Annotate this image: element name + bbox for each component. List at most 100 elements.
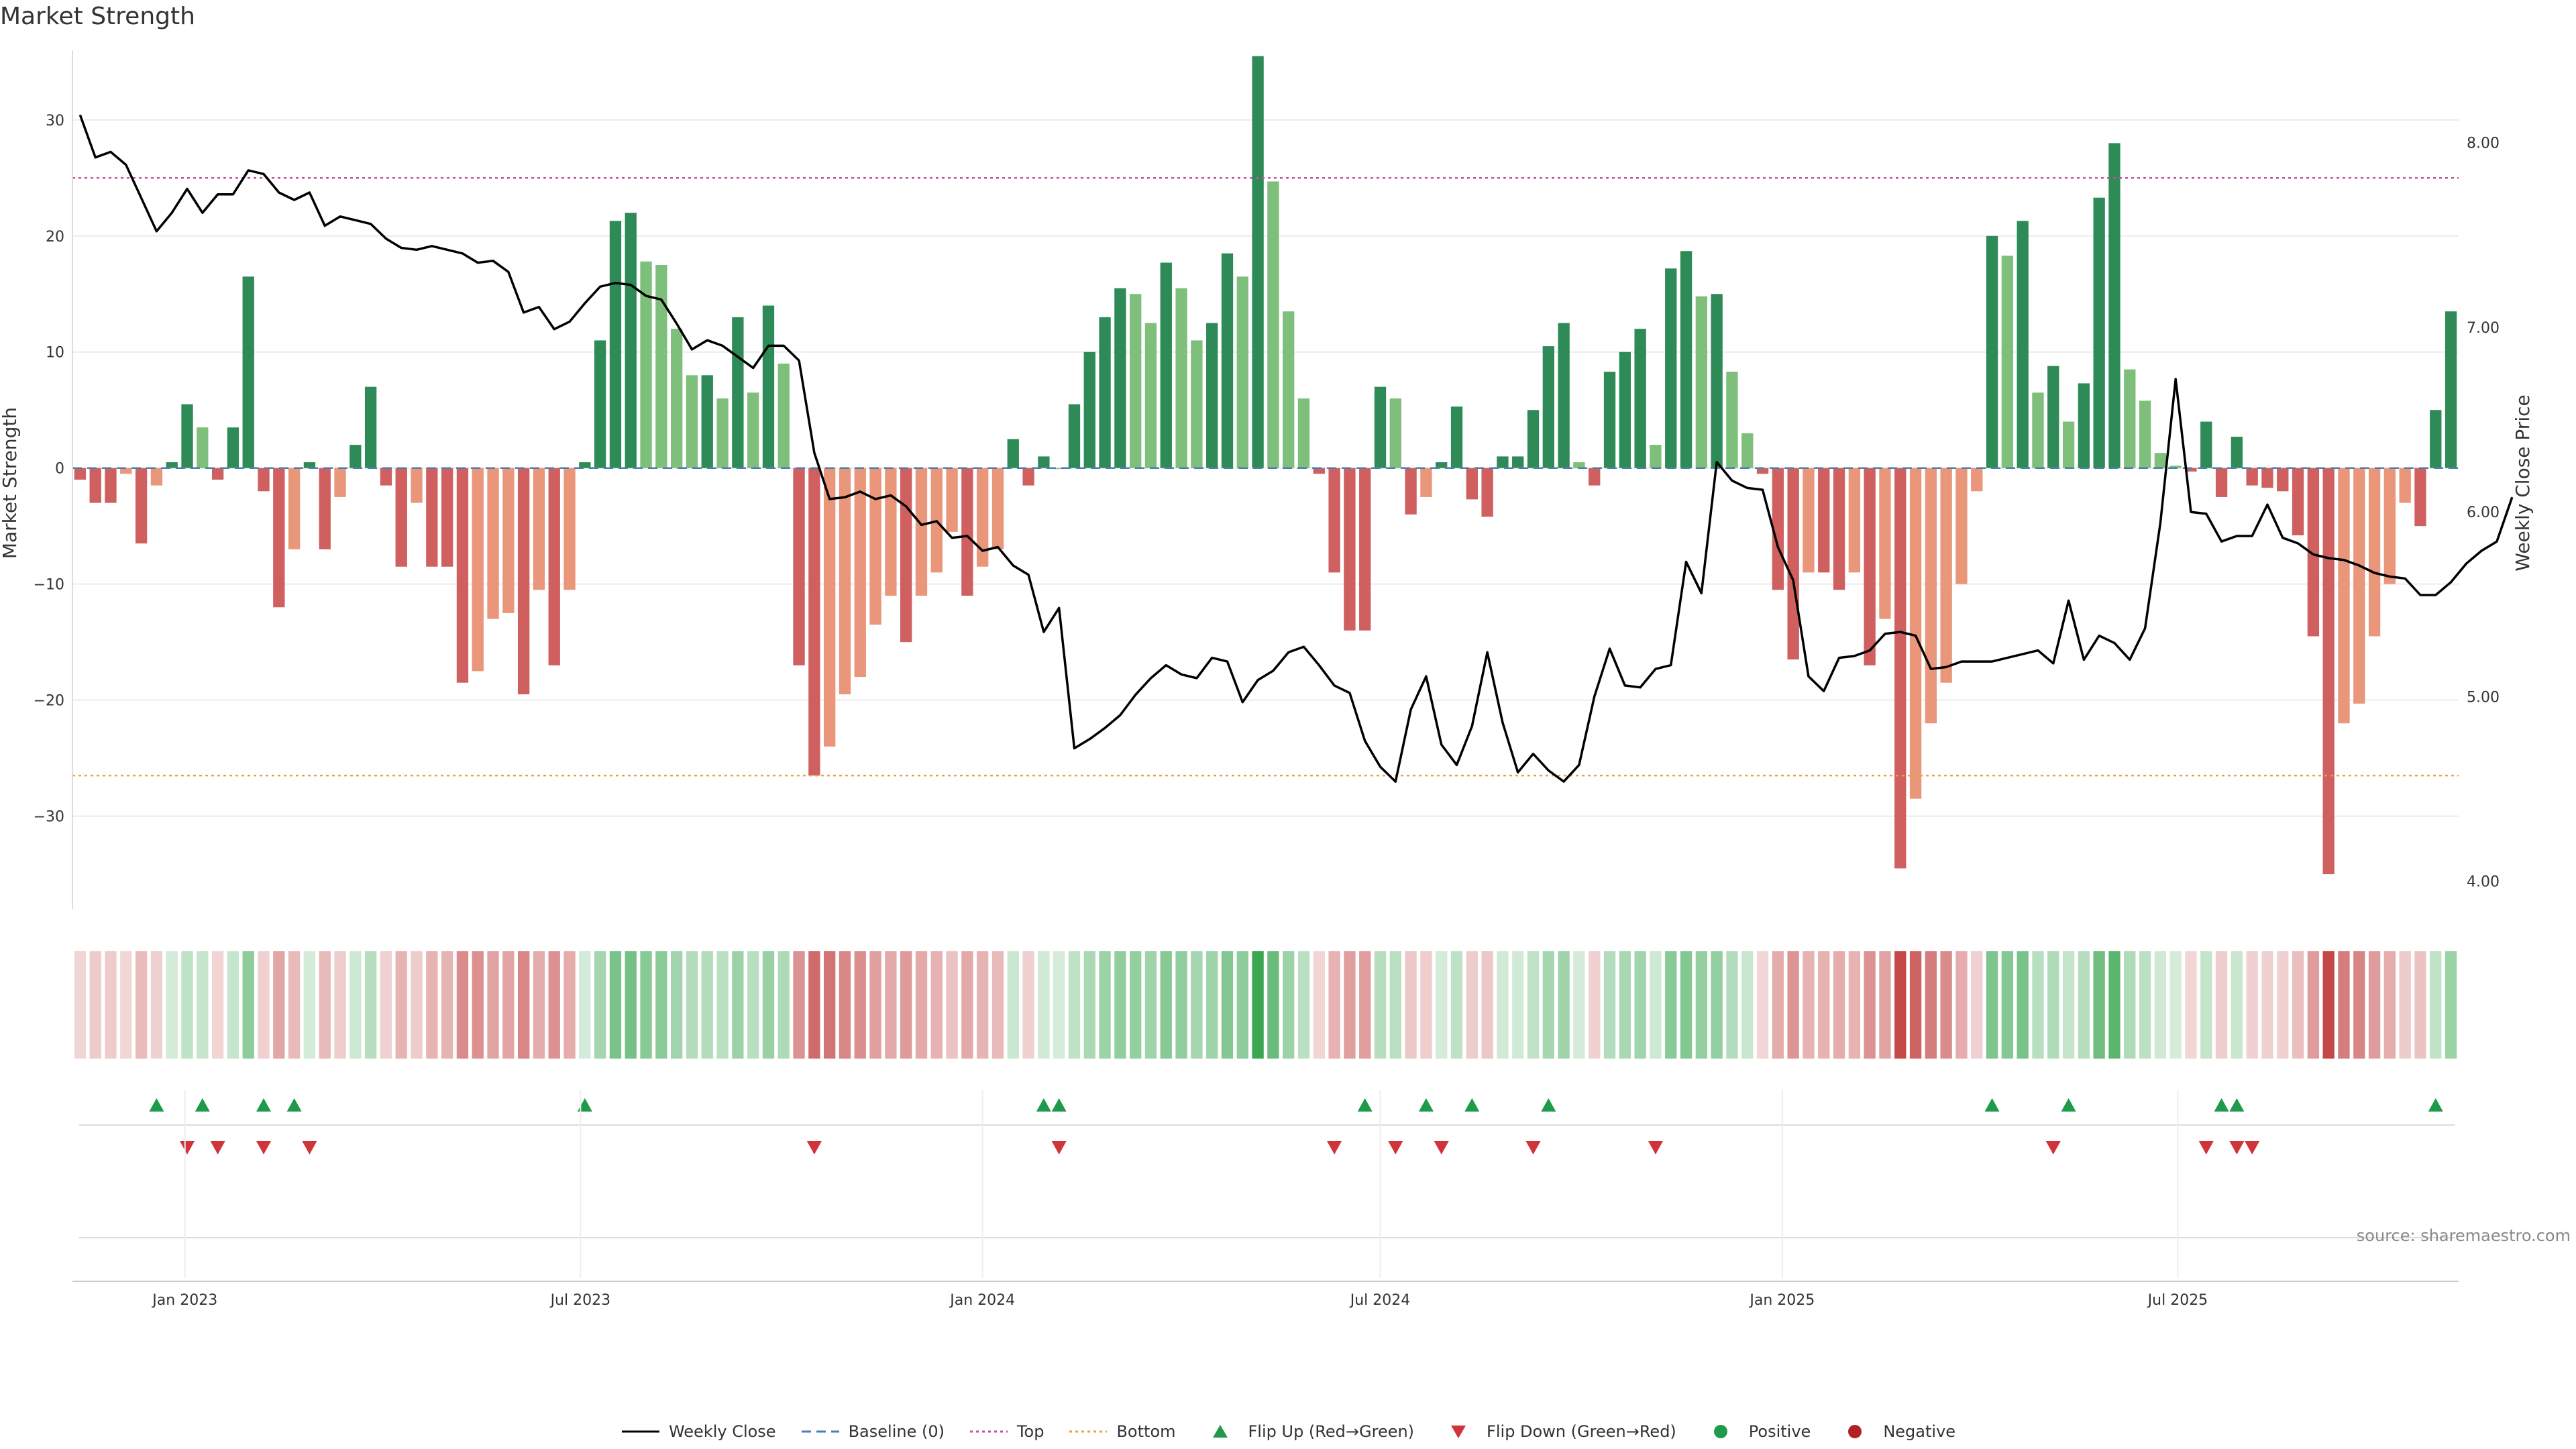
heat-cell	[1022, 951, 1034, 1059]
strength-bar	[2246, 468, 2258, 486]
x-tick-label: Jul 2025	[2147, 1292, 2208, 1309]
strength-bar	[777, 364, 790, 468]
strength-bar	[1083, 352, 1095, 468]
strength-bar	[747, 392, 759, 468]
dashed-line-icon	[801, 1430, 839, 1433]
strength-bar	[1053, 468, 1065, 470]
heat-cell	[2231, 951, 2243, 1059]
heat-cell	[2414, 951, 2426, 1059]
heat-cell	[2445, 951, 2457, 1059]
strength-bar	[350, 445, 362, 468]
legend-label: Flip Up (Red→Green)	[1248, 1422, 1415, 1441]
heat-cell	[1940, 951, 1952, 1059]
flip-down-marker	[2229, 1141, 2245, 1155]
strength-bar	[1022, 468, 1034, 486]
strength-bar	[2399, 468, 2411, 503]
strength-bar	[2307, 468, 2320, 637]
strength-bar	[1971, 468, 1983, 492]
strength-bar	[1099, 317, 1111, 468]
heat-cell	[1971, 951, 1983, 1059]
strength-bar	[1130, 294, 1142, 468]
strength-bar	[701, 375, 713, 468]
strength-bar	[1787, 468, 1799, 660]
heat-cell	[395, 951, 407, 1059]
strength-bar	[1818, 468, 1830, 573]
heat-cell	[2215, 951, 2228, 1059]
strength-bar	[1741, 433, 1754, 468]
y-tick-label: 30	[46, 113, 64, 129]
heat-cell	[319, 951, 331, 1059]
circle-icon	[1713, 1425, 1727, 1438]
heat-cell	[548, 951, 560, 1059]
legend-label: Baseline (0)	[848, 1422, 945, 1441]
heat-cell	[533, 951, 545, 1059]
strength-bar	[1405, 468, 1417, 515]
strength-bar	[2261, 468, 2273, 488]
heat-cell	[2307, 951, 2320, 1059]
heat-cell	[2200, 951, 2212, 1059]
heat-cell	[2032, 951, 2044, 1059]
heat-cell	[1818, 951, 1830, 1059]
heat-cell	[472, 951, 484, 1059]
y-axis-title: Market Strength	[0, 407, 21, 559]
solid-line-icon	[621, 1430, 659, 1433]
circle-icon	[1848, 1425, 1862, 1438]
flip-up-marker	[2229, 1098, 2245, 1112]
heat-cell	[364, 951, 377, 1059]
y2-tick-label: 5.00	[2467, 689, 2500, 706]
strength-bar	[395, 468, 407, 567]
heat-cell	[1542, 951, 1554, 1059]
strength-bar	[854, 468, 866, 678]
strength-bar	[1374, 386, 1387, 468]
heat-cell	[808, 951, 820, 1059]
heat-cell	[517, 951, 530, 1059]
strength-bar	[1481, 468, 1493, 517]
heat-cell	[441, 951, 453, 1059]
heat-cell	[930, 951, 943, 1059]
heat-cell	[1007, 951, 1019, 1059]
y2-tick-label: 4.00	[2467, 874, 2500, 891]
source-note: source: sharemaestro.com	[2357, 1226, 2571, 1245]
flip-up-marker	[2428, 1098, 2443, 1112]
strength-bar	[1940, 468, 1952, 683]
strength-bar	[900, 468, 912, 643]
strength-bar	[823, 468, 836, 747]
legend-item: Negative	[1835, 1422, 1955, 1441]
weekly-close-line	[78, 114, 2514, 783]
strength-bar	[716, 398, 729, 468]
strength-bar	[961, 468, 973, 596]
strength-bar	[1558, 323, 1570, 468]
heat-cell	[1603, 951, 1616, 1059]
heat-cell	[1864, 951, 1876, 1059]
strength-bar	[2215, 468, 2228, 497]
strength-bar	[1833, 468, 1845, 590]
strength-bar	[946, 468, 958, 532]
flip-down-marker	[1434, 1141, 1449, 1155]
strength-bars	[74, 56, 2457, 875]
heat-cell	[2001, 951, 2014, 1059]
strength-bar	[1909, 468, 1922, 799]
strength-bar	[1221, 253, 1234, 468]
heat-cell	[1313, 951, 1325, 1059]
flip-up-marker	[2214, 1098, 2229, 1112]
strength-bar	[334, 468, 346, 497]
strength-bar	[991, 468, 1004, 549]
y-tick-label: 0	[55, 461, 64, 478]
strength-bar	[2200, 421, 2212, 468]
heat-cell	[1267, 951, 1279, 1059]
x-tick-label: Jan 2024	[949, 1292, 1015, 1309]
strength-bar	[2124, 369, 2136, 468]
strength-bar	[2414, 468, 2426, 527]
heat-cell	[1756, 951, 1769, 1059]
strength-bar	[2292, 468, 2304, 536]
strength-bar	[885, 468, 897, 596]
strength-bar	[1711, 294, 1723, 468]
flip-up-marker	[1051, 1098, 1067, 1112]
flip-up-marker	[1984, 1098, 2000, 1112]
y-tick-label: −20	[34, 693, 64, 710]
strength-bar	[1726, 372, 1738, 468]
legend-label: Weekly Close	[668, 1422, 776, 1441]
strength-bar	[2383, 468, 2396, 584]
strength-bar	[1619, 352, 1631, 468]
strength-bar	[655, 265, 667, 468]
